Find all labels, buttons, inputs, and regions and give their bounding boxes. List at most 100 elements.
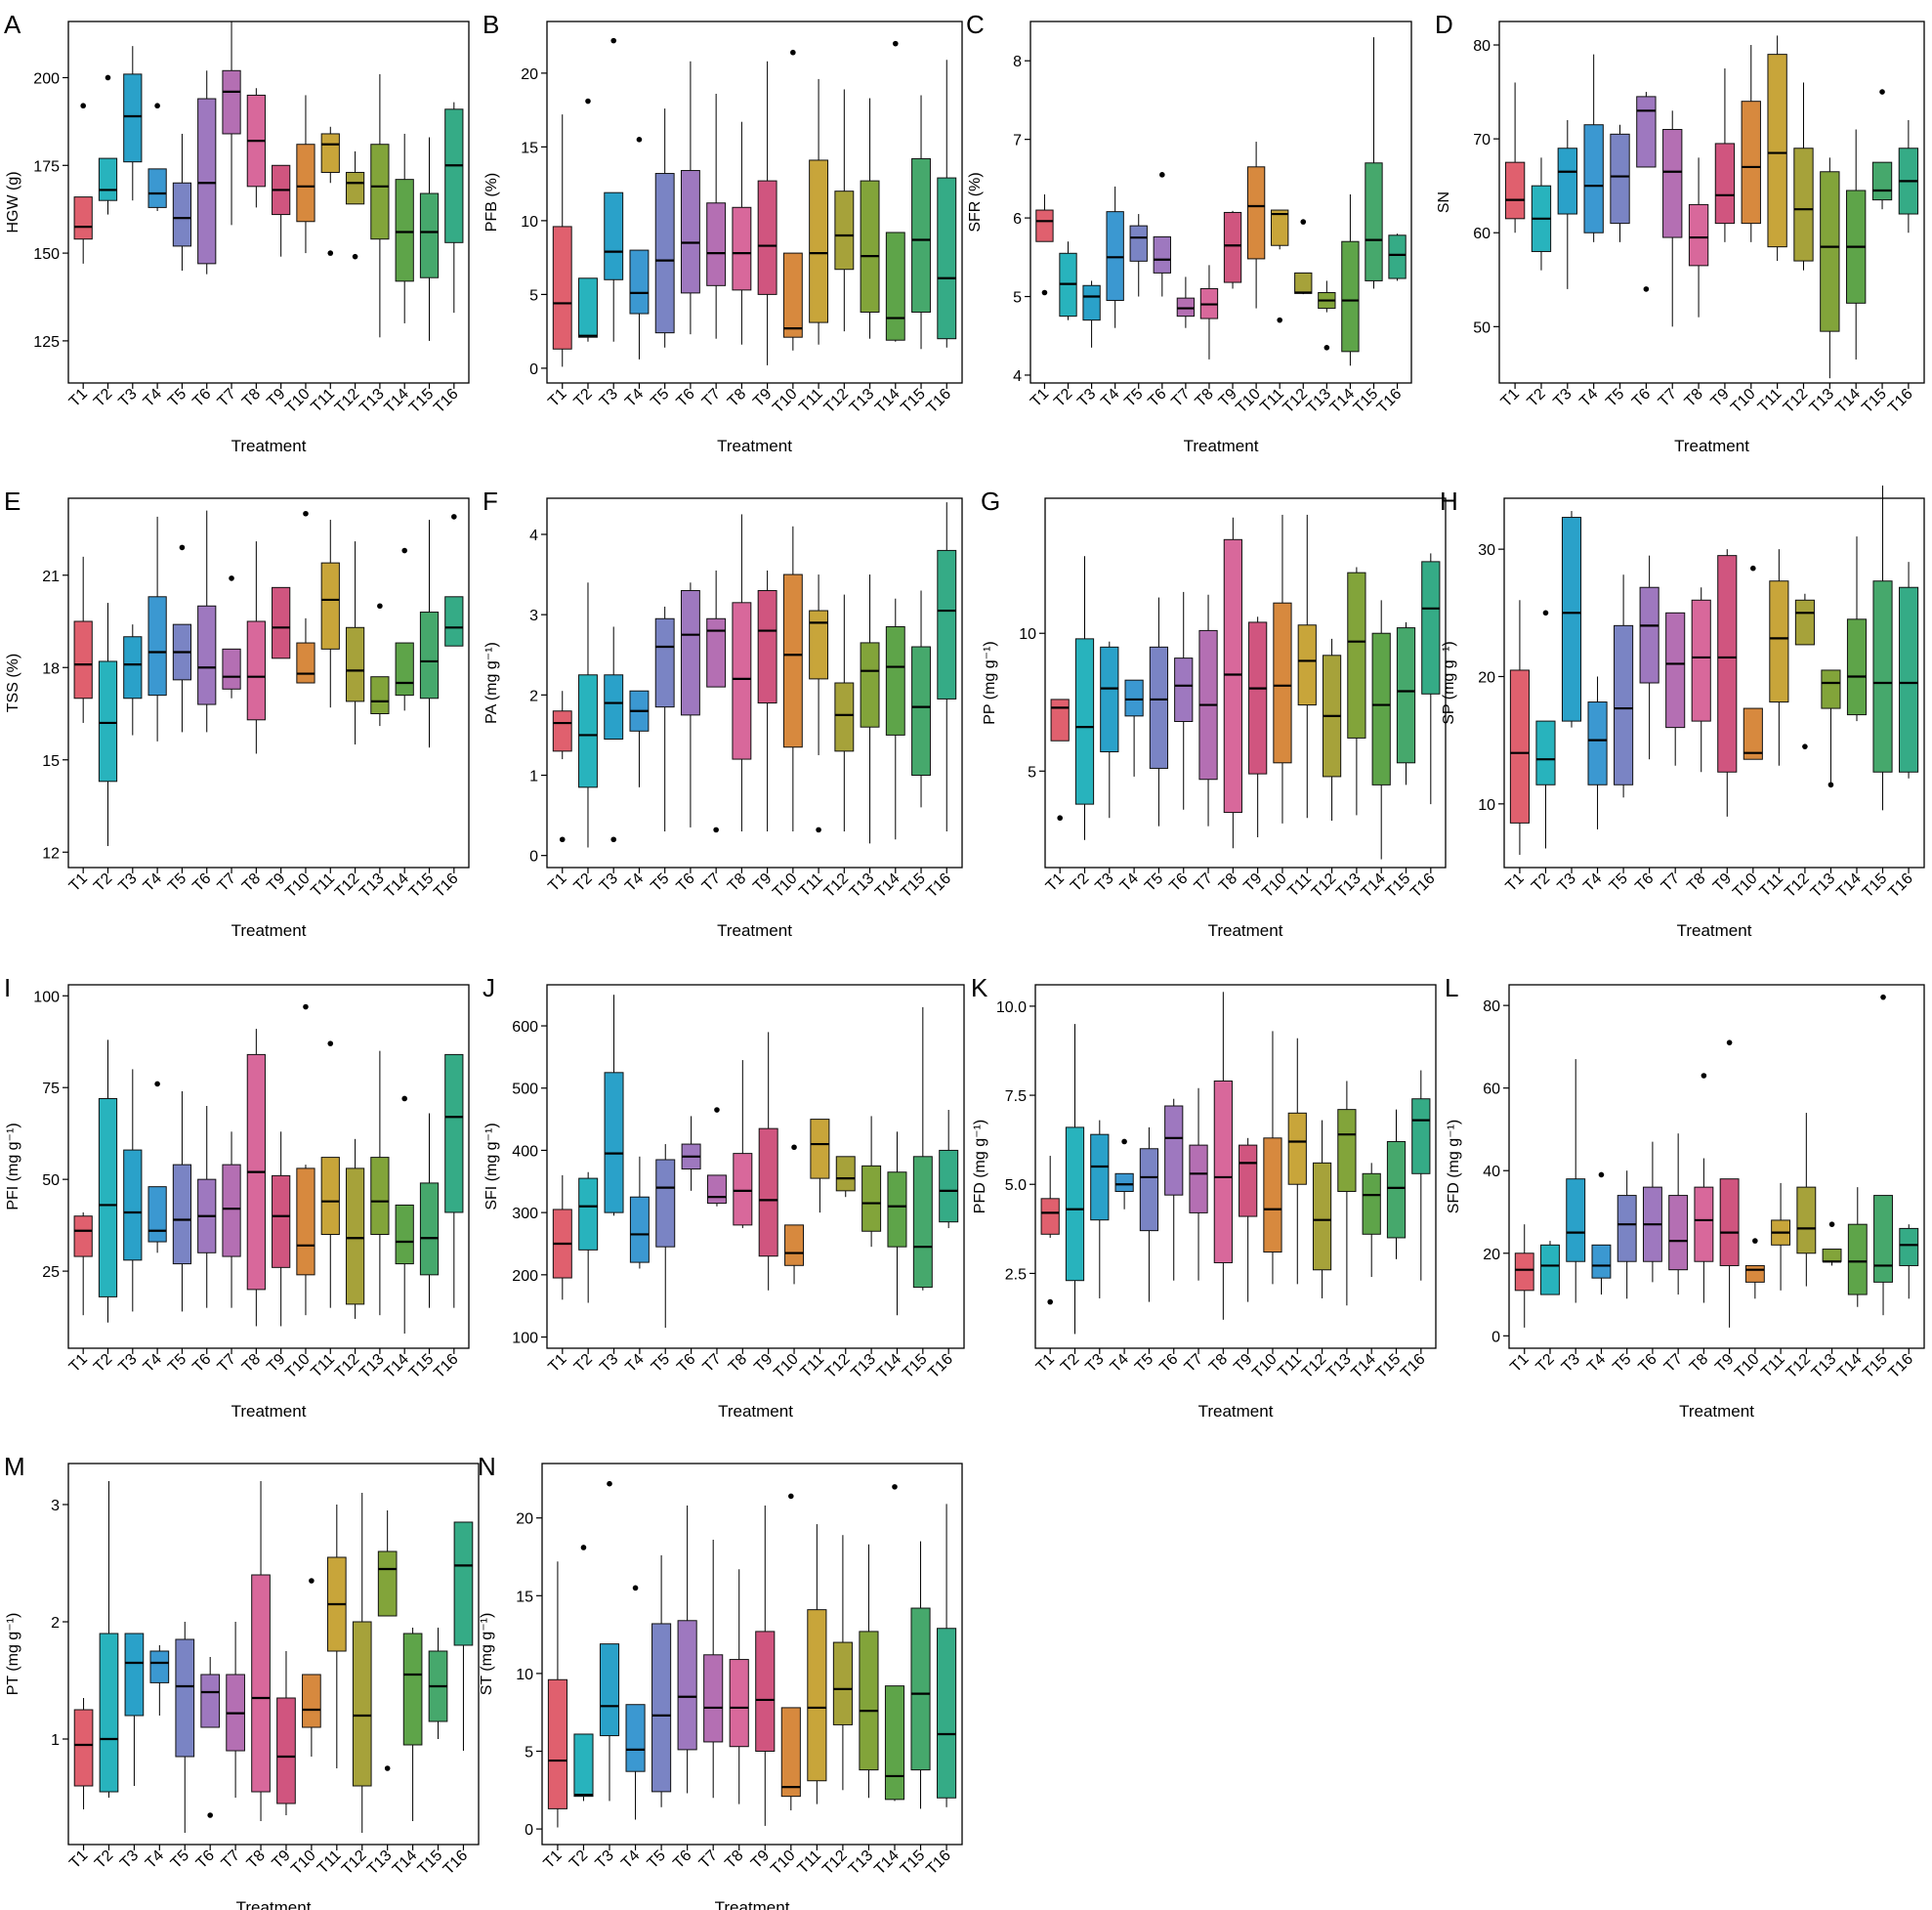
- box-t1: [1035, 193, 1054, 242]
- box-t4: [1583, 54, 1604, 242]
- outlier-point: [1880, 994, 1886, 1000]
- outlier-point: [892, 40, 899, 47]
- x-tick-label: T3: [115, 1351, 140, 1376]
- x-tick-label: T8: [1216, 870, 1240, 895]
- x-axis-label: Treatment: [1677, 921, 1752, 940]
- x-tick-label: T5: [1603, 386, 1627, 410]
- x-tick-label: T13: [357, 1351, 388, 1382]
- iqr-box: [1386, 1140, 1407, 1239]
- x-tick-label: T5: [1610, 1351, 1634, 1376]
- y-tick-label: 10: [521, 214, 538, 231]
- plot-frame: [546, 497, 963, 869]
- outlier-point: [207, 1812, 213, 1818]
- y-tick-label: 100: [512, 1331, 538, 1347]
- box-t7: [1189, 1087, 1208, 1281]
- iqr-box: [1557, 148, 1577, 215]
- iqr-box: [200, 1674, 221, 1728]
- iqr-box: [1035, 209, 1054, 242]
- x-axis-label: Treatment: [1184, 437, 1259, 455]
- y-tick-label: 2: [51, 1615, 60, 1632]
- box-t14: [885, 232, 905, 342]
- outlier-point: [327, 250, 334, 256]
- x-tick-label: T4: [141, 1351, 165, 1376]
- iqr-box: [578, 674, 598, 788]
- x-tick-label: T4: [622, 870, 647, 895]
- box-t3: [1557, 119, 1577, 289]
- box-t8: [733, 1060, 753, 1229]
- iqr-box: [732, 206, 752, 291]
- box-t2: [98, 603, 118, 846]
- box-t10: [1743, 707, 1763, 760]
- box-t6: [1642, 1141, 1662, 1283]
- iqr-box: [860, 180, 880, 314]
- panel-letter: F: [483, 487, 498, 516]
- box-t9: [272, 586, 291, 659]
- outlier-point: [154, 1081, 160, 1087]
- x-tick-label: T1: [1503, 870, 1528, 895]
- box-t12: [834, 89, 855, 332]
- box-t3: [123, 46, 143, 201]
- box-t10: [782, 252, 803, 351]
- iqr-box: [1294, 272, 1313, 294]
- x-tick-label: T2: [571, 1351, 596, 1376]
- y-tick-label: 600: [512, 1019, 538, 1036]
- x-tick-label: T7: [1656, 386, 1680, 410]
- iqr-box: [1871, 161, 1893, 201]
- x-tick-label: T5: [1121, 386, 1146, 410]
- iqr-box: [1271, 209, 1289, 246]
- x-tick-label: T12: [332, 386, 363, 417]
- iqr-box: [1636, 96, 1657, 168]
- iqr-box: [651, 1623, 672, 1793]
- box-t6: [1174, 591, 1194, 810]
- x-tick-label: T10: [1728, 386, 1759, 417]
- x-tick-label: T15: [898, 1847, 929, 1879]
- box-t16: [444, 596, 464, 647]
- x-tick-label: T13: [357, 386, 388, 417]
- y-tick-label: 4: [529, 528, 538, 544]
- iqr-box: [604, 191, 624, 280]
- x-tick-label: T6: [1156, 1351, 1181, 1376]
- iqr-box: [861, 1165, 882, 1232]
- box-t4: [147, 168, 167, 211]
- x-tick-label: T7: [699, 386, 724, 410]
- iqr-box: [1591, 1244, 1612, 1279]
- box-t12: [834, 594, 855, 832]
- outlier-point: [80, 103, 86, 109]
- panel-letter: C: [966, 10, 985, 39]
- box-t6: [680, 582, 700, 828]
- box-t1: [73, 1211, 93, 1316]
- x-tick-label: T8: [1206, 1351, 1231, 1376]
- iqr-box: [1899, 586, 1919, 773]
- iqr-box: [1341, 240, 1360, 353]
- box-t15: [428, 1628, 448, 1739]
- iqr-box: [604, 1072, 624, 1213]
- iqr-box: [782, 252, 803, 338]
- box-t6: [197, 510, 217, 733]
- x-tick-label: T3: [1555, 870, 1579, 895]
- box-t12: [345, 150, 365, 205]
- outlier-point: [1121, 1138, 1127, 1145]
- x-tick-label: T7: [215, 870, 239, 895]
- outlier-point: [1159, 172, 1165, 178]
- box-t10: [1263, 1031, 1282, 1285]
- x-tick-label: T6: [670, 1847, 694, 1872]
- iqr-box: [395, 179, 414, 282]
- y-axis-label: PT (mg g⁻¹): [5, 1613, 21, 1696]
- x-tick-label: T7: [1661, 1351, 1686, 1376]
- y-tick-label: 0: [525, 1822, 533, 1839]
- box-t8: [246, 88, 266, 208]
- box-t16: [444, 1053, 464, 1308]
- iqr-box: [352, 1621, 372, 1787]
- box-t7: [222, 1131, 241, 1308]
- x-tick-label: T6: [193, 1847, 218, 1872]
- box-t5: [1610, 124, 1630, 242]
- panel-letter: D: [1435, 10, 1453, 39]
- y-axis-label: ST (mg g⁻¹): [479, 1613, 495, 1696]
- box-t7: [226, 1622, 245, 1798]
- x-tick-label: T5: [1132, 1351, 1156, 1376]
- y-tick-label: 80: [1483, 998, 1500, 1015]
- x-tick-label: T11: [308, 386, 338, 416]
- plot-frame: [67, 984, 470, 1349]
- x-tick-label: T3: [597, 870, 621, 895]
